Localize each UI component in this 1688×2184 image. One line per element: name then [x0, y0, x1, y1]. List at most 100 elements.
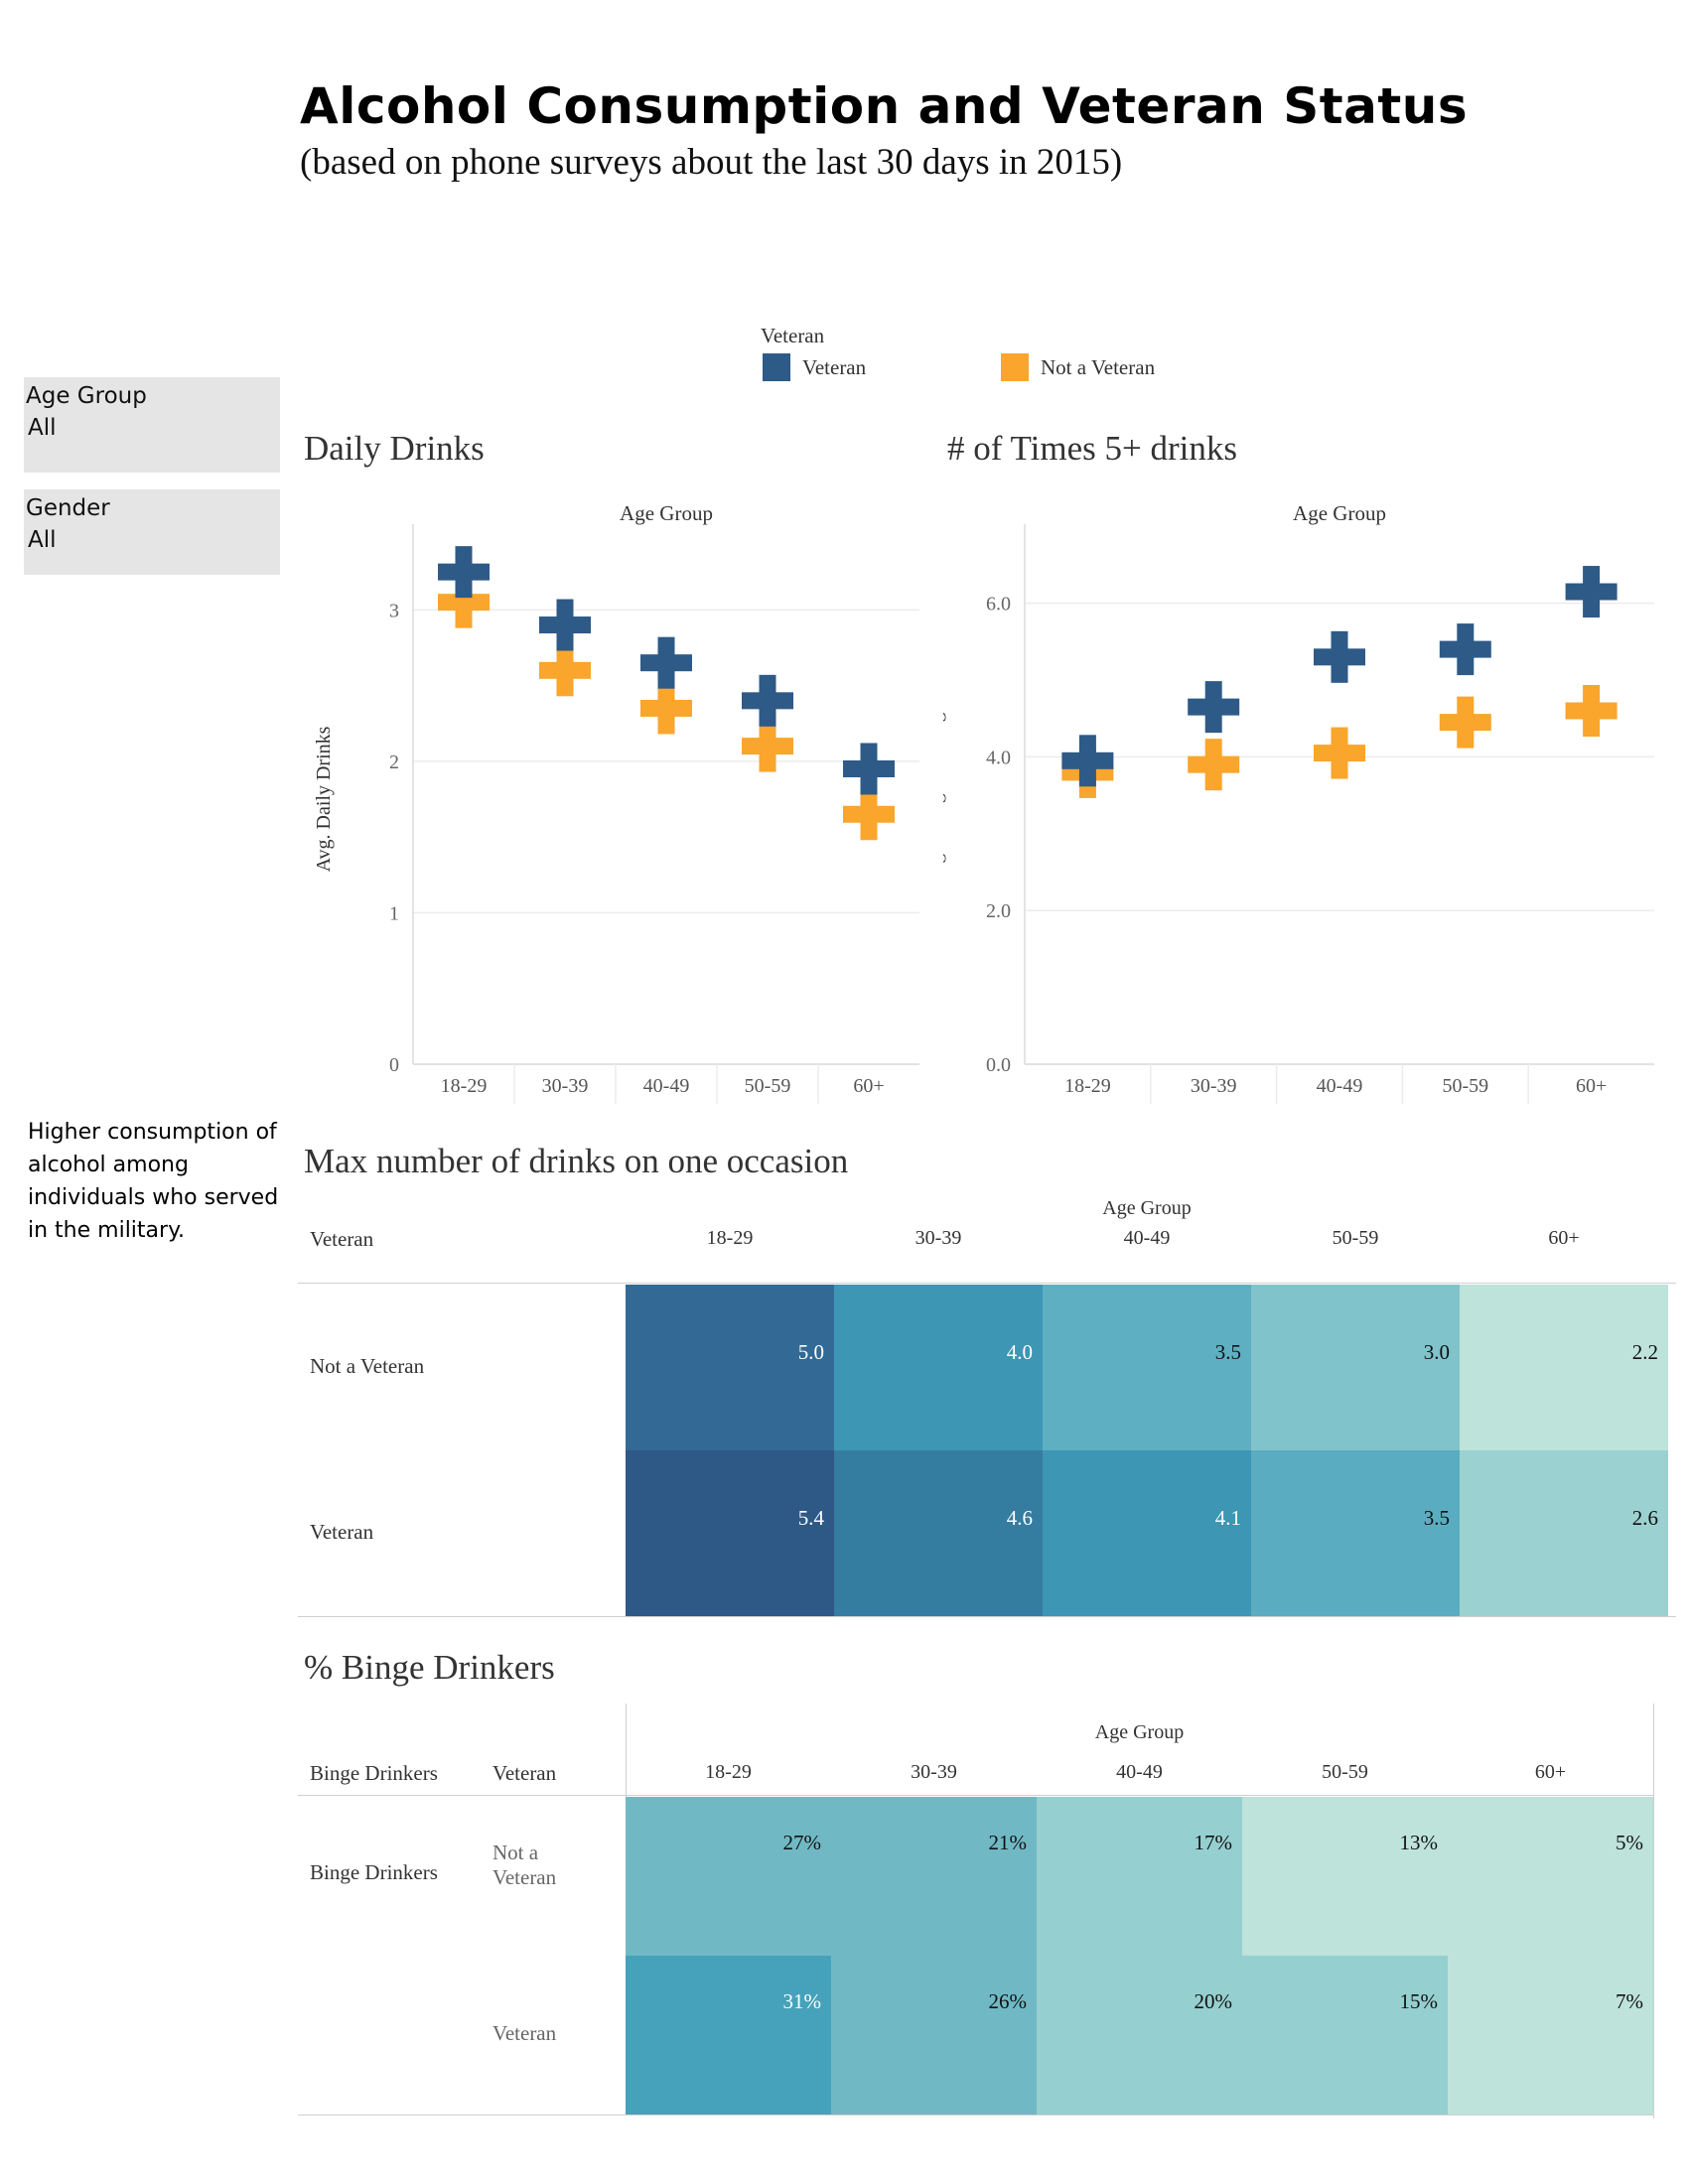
- binge-cell[interactable]: 7%: [1448, 1956, 1653, 2115]
- c1-not-veteran-point[interactable]: [1314, 727, 1365, 779]
- annotation-note: Higher consumption of alcohol among indi…: [28, 1120, 279, 1243]
- c1-not-veteran-point[interactable]: [1439, 696, 1491, 749]
- c1-x-tick-label: 18-29: [1064, 1075, 1111, 1097]
- max-drinks-column-label: 50-59: [1332, 1227, 1379, 1249]
- c0-x-tick-label: 40-49: [643, 1075, 690, 1097]
- c0-veteran-point[interactable]: [742, 674, 793, 727]
- binge-percent-table: Age Group Binge Drinkers Veteran 18-29 30-39…: [298, 1698, 1678, 2118]
- c1-x-tick-label: 40-49: [1317, 1075, 1363, 1097]
- gender-filter-value[interactable]: All: [28, 527, 57, 553]
- binge-row-header-2: Veteran: [492, 1761, 557, 1785]
- binge-column-label: 18-29: [705, 1761, 752, 1783]
- max-drinks-cell[interactable]: 2.2: [1460, 1285, 1668, 1450]
- binge-cell[interactable]: 20%: [1037, 1956, 1242, 2115]
- binge-header-rule: [298, 1795, 1653, 1796]
- max-drinks-column-label: 60+: [1548, 1227, 1580, 1249]
- legend-swatch-veteran[interactable]: [763, 353, 790, 381]
- c1-y-tick-label: 6.0: [986, 594, 1011, 615]
- max-drinks-column-label: 30-39: [914, 1227, 962, 1249]
- c1-veteran-point[interactable]: [1061, 735, 1114, 787]
- max-drinks-cell[interactable]: 3.5: [1251, 1450, 1460, 1616]
- c1-not-veteran-point[interactable]: [1188, 739, 1240, 791]
- c0-not-veteran-point[interactable]: [843, 788, 895, 841]
- age-group-filter-value[interactable]: All: [28, 415, 57, 441]
- c1-column-header: Age Group: [1293, 501, 1386, 525]
- legend-swatch-not-veteran[interactable]: [1001, 353, 1029, 381]
- daily-drinks-chart: Age Group 0 1 2 3 18-29 30-39 40-49 50-59 60+ Avg.…: [313, 501, 919, 1104]
- dashboard-title: Alcohol Consumption and Veteran Status: [300, 77, 1469, 135]
- binge-bottom-rule: [298, 2115, 1653, 2116]
- max-drinks-column-label: 40-49: [1123, 1227, 1171, 1249]
- binge-header-divider-left: [626, 1704, 627, 1801]
- binge-row-header-1: Binge Drinkers: [310, 1761, 438, 1785]
- c1-veteran-point[interactable]: [1314, 630, 1365, 683]
- age-group-filter-label: Age Group: [26, 383, 147, 409]
- c0-x-tick-label: 50-59: [745, 1075, 791, 1097]
- c1-veteran-point[interactable]: [1188, 681, 1240, 734]
- binge-column-label: 40-49: [1116, 1761, 1163, 1783]
- c1-y-tick-label: 2.0: [986, 900, 1011, 922]
- binge-cell[interactable]: 27%: [626, 1797, 831, 1956]
- c0-not-veteran-point[interactable]: [742, 720, 793, 772]
- c0-y-tick-label: 0: [389, 1054, 399, 1076]
- c0-y-tick-label: 2: [389, 751, 399, 773]
- c1-x-tick-label: 50-59: [1442, 1075, 1488, 1097]
- c1-x-tick-label: 30-39: [1191, 1075, 1237, 1097]
- c1-not-veteran-point[interactable]: [1565, 685, 1618, 737]
- c0-veteran-point[interactable]: [539, 599, 591, 651]
- max-drinks-column-label: 18-29: [706, 1227, 754, 1249]
- binge-cell[interactable]: 17%: [1037, 1797, 1242, 1956]
- max-drinks-header-rule: [298, 1283, 1676, 1284]
- binge-cell[interactable]: 21%: [831, 1797, 1037, 1956]
- max-drinks-cell[interactable]: 2.6: [1460, 1450, 1668, 1616]
- c0-x-tick-label: 60+: [853, 1075, 884, 1097]
- binge-cell[interactable]: 31%: [626, 1956, 831, 2115]
- legend-label-veteran: Veteran: [802, 355, 867, 379]
- binge-header-divider-right: [1653, 1704, 1654, 2118]
- max-drinks-bottom-rule: [298, 1616, 1676, 1617]
- c0-column-header: Age Group: [620, 501, 713, 525]
- binge-cell[interactable]: 5%: [1448, 1797, 1653, 1956]
- binge-cell[interactable]: 26%: [831, 1956, 1037, 2115]
- c0-not-veteran-point[interactable]: [539, 644, 591, 697]
- c1-x-tick-label: 60+: [1576, 1075, 1607, 1097]
- max-drinks-row-header: Veteran: [310, 1227, 374, 1251]
- binge-column-label: 50-59: [1322, 1761, 1368, 1783]
- max-drinks-cell[interactable]: 4.6: [834, 1450, 1043, 1616]
- max-drinks-cell[interactable]: 5.4: [626, 1450, 834, 1616]
- max-drinks-row-label: Not a Veteran: [310, 1353, 425, 1378]
- max-drinks-title: Max number of drinks on one occasion: [304, 1142, 849, 1180]
- c0-y-axis-label: Avg. Daily Drinks: [313, 726, 335, 872]
- max-drinks-cell[interactable]: 3.5: [1043, 1285, 1251, 1450]
- max-drinks-cell[interactable]: 3.0: [1251, 1285, 1460, 1450]
- binge-row-label: Veteran: [492, 2021, 557, 2045]
- gender-filter[interactable]: Gender All: [24, 489, 280, 575]
- c0-x-tick-label: 30-39: [542, 1075, 589, 1097]
- binge-cell[interactable]: 13%: [1242, 1797, 1448, 1956]
- legend-title: Veteran: [761, 324, 825, 347]
- c1-veteran-point[interactable]: [1439, 623, 1491, 676]
- binge-column-header: Age Group: [1094, 1721, 1185, 1743]
- binge-times-title: # of Times 5+ drinks: [947, 429, 1238, 468]
- binge-row-label: Not a Veteran: [492, 1841, 557, 1889]
- binge-percent-title: % Binge Drinkers: [304, 1648, 555, 1687]
- c0-veteran-point[interactable]: [438, 546, 490, 599]
- c1-y-axis-label: Avg. # binge drinking: [943, 712, 946, 886]
- max-drinks-cell[interactable]: 4.0: [834, 1285, 1043, 1450]
- c0-not-veteran-point[interactable]: [640, 682, 692, 735]
- legend-label-not-veteran: Not a Veteran: [1041, 355, 1156, 379]
- c0-y-tick-label: 3: [389, 600, 399, 621]
- c0-veteran-point[interactable]: [640, 636, 692, 689]
- c0-y-tick-label: 1: [389, 902, 399, 924]
- max-drinks-cell[interactable]: 4.1: [1043, 1450, 1251, 1616]
- binge-column-label: 30-39: [911, 1761, 957, 1783]
- max-drinks-column-header: Age Group: [1102, 1197, 1192, 1219]
- max-drinks-cell[interactable]: 5.0: [626, 1285, 834, 1450]
- binge-group-label: Binge Drinkers: [310, 1860, 438, 1884]
- binge-cell[interactable]: 15%: [1242, 1956, 1448, 2115]
- daily-drinks-title: Daily Drinks: [304, 429, 485, 468]
- c0-veteran-point[interactable]: [843, 743, 895, 795]
- age-group-filter[interactable]: Age Group All: [24, 377, 280, 473]
- c0-x-tick-label: 18-29: [441, 1075, 488, 1097]
- c1-veteran-point[interactable]: [1565, 566, 1618, 618]
